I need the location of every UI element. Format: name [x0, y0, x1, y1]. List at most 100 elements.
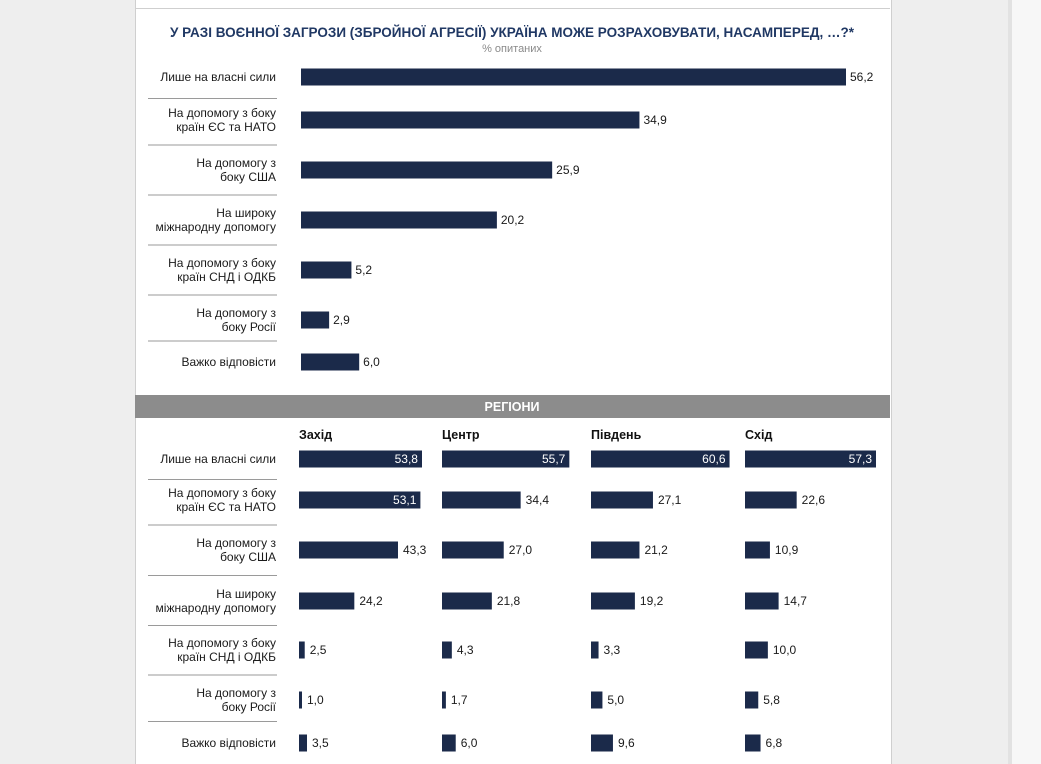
bar [299, 691, 302, 709]
category-label: міжнародну допомогу [156, 601, 276, 615]
bar [299, 592, 355, 610]
value-label: 34,4 [526, 493, 550, 507]
value-label: 10,9 [775, 543, 799, 557]
category-label: Важко відповісти [181, 355, 276, 369]
bar [442, 641, 452, 659]
value-label: 43,3 [403, 543, 427, 557]
value-label: 3,3 [604, 643, 621, 657]
value-label: 21,8 [497, 594, 521, 608]
value-label: 4,3 [457, 643, 474, 657]
value-label: 14,7 [784, 594, 808, 608]
value-label: 24,2 [359, 594, 383, 608]
value-label: 60,6 [702, 452, 726, 466]
value-label: 5,0 [607, 693, 624, 707]
bar [745, 734, 761, 752]
category-label: На широку [216, 587, 276, 601]
bar [442, 450, 570, 468]
bar [442, 691, 446, 709]
bar [299, 641, 305, 659]
bar [301, 111, 640, 129]
viewer-margin [1012, 0, 1041, 764]
bar [301, 311, 330, 329]
value-label: 3,5 [312, 736, 329, 750]
page-edge-shadow [1008, 0, 1012, 764]
value-label: 6,8 [766, 736, 783, 750]
category-label: країн СНД і ОДКБ [177, 270, 276, 284]
category-label: На допомогу з [196, 686, 276, 700]
bar [442, 734, 456, 752]
bar [591, 691, 603, 709]
value-label: 5,2 [355, 263, 372, 277]
page-top-border [135, 8, 890, 9]
bar [299, 734, 308, 752]
bar [442, 592, 492, 610]
category-label: країн СНД і ОДКБ [177, 650, 276, 664]
bar [301, 68, 846, 86]
category-label: боку Росії [222, 700, 277, 714]
bar [591, 541, 640, 559]
bar [745, 491, 797, 509]
value-label: 53,8 [395, 452, 419, 466]
category-label: країн ЄС та НАТО [176, 500, 276, 514]
value-label: 53,1 [393, 493, 417, 507]
category-label: На допомогу з боку [168, 486, 276, 500]
bar [442, 541, 504, 559]
chart-subtitle: % опитаних [482, 43, 542, 55]
category-label: міжнародну допомогу [156, 220, 276, 234]
bar [299, 541, 398, 559]
value-label: 34,9 [643, 113, 667, 127]
value-label: 2,9 [333, 313, 350, 327]
bar [745, 541, 770, 559]
category-label: боку США [220, 550, 276, 564]
region-header: Південь [591, 428, 642, 442]
bar [591, 734, 613, 752]
bar [591, 592, 635, 610]
region-header: Захід [299, 428, 332, 442]
bar [745, 450, 876, 468]
bar [301, 161, 553, 179]
category-label: На широку [216, 206, 276, 220]
bar [301, 261, 352, 279]
bar [745, 691, 759, 709]
bar [299, 491, 421, 509]
value-label: 25,9 [556, 163, 580, 177]
category-label: На допомогу з боку [168, 256, 276, 270]
region-header: Схід [745, 428, 772, 442]
value-label: 20,2 [501, 213, 525, 227]
category-label: Лише на власні сили [160, 70, 276, 84]
bar [442, 491, 521, 509]
value-label: 27,0 [509, 543, 533, 557]
category-label: боку США [220, 170, 276, 184]
regions-band-title: РЕГІОНИ [485, 400, 540, 414]
category-label: На допомогу з [196, 536, 276, 550]
category-label: Важко відповісти [181, 736, 276, 750]
value-label: 6,0 [363, 355, 380, 369]
value-label: 22,6 [802, 493, 826, 507]
bar [591, 450, 730, 468]
bar [745, 641, 768, 659]
value-label: 1,0 [307, 693, 324, 707]
category-label: боку Росії [222, 320, 277, 334]
bar [591, 641, 599, 659]
bar [301, 211, 497, 229]
value-label: 19,2 [640, 594, 664, 608]
chart-title: У РАЗІ ВОЄННОЇ ЗАГРОЗИ (ЗБРОЙНОЇ АГРЕСІЇ… [170, 25, 855, 40]
value-label: 21,2 [644, 543, 668, 557]
category-label: На допомогу з боку [168, 106, 276, 120]
value-label: 55,7 [542, 452, 566, 466]
value-label: 2,5 [310, 643, 327, 657]
category-label: країн ЄС та НАТО [176, 120, 276, 134]
value-label: 56,2 [850, 70, 874, 84]
region-header: Центр [442, 428, 480, 442]
value-label: 6,0 [461, 736, 478, 750]
value-label: 9,6 [618, 736, 635, 750]
value-label: 27,1 [658, 493, 682, 507]
value-label: 1,7 [451, 693, 468, 707]
bar [301, 353, 360, 371]
regions-band [135, 395, 890, 418]
bar [591, 491, 653, 509]
value-label: 57,3 [849, 452, 873, 466]
bar [299, 450, 422, 468]
